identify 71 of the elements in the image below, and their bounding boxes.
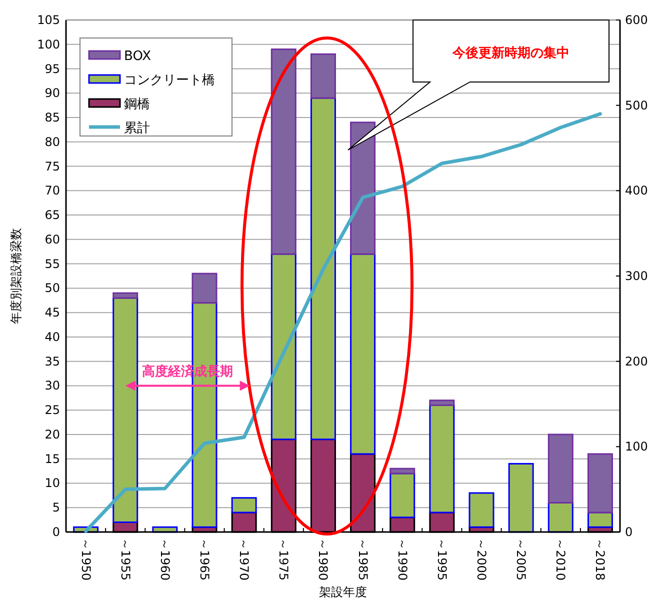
bar (468, 492, 494, 528)
y-tick-label: 20 (44, 427, 60, 442)
y2-tick-label: 500 (625, 98, 648, 112)
x-tick-label: ～1960 (158, 538, 172, 581)
y2-tick-label: 600 (625, 13, 648, 27)
y-tick-label: 65 (44, 208, 60, 222)
x-tick-label: ～1980 (316, 538, 330, 581)
bar (310, 97, 336, 440)
y-tick-label: 45 (44, 306, 60, 320)
x-tick-label: ～2018 (593, 538, 608, 581)
y2-tick-label: 300 (625, 269, 648, 283)
line-series (84, 112, 602, 533)
bar (192, 272, 218, 304)
bar (508, 462, 534, 533)
x-tick-label: ～1985 (356, 538, 370, 581)
y-tick-label: 90 (44, 86, 60, 100)
bar (231, 497, 257, 514)
legend-label: 鋼橋 (124, 97, 150, 112)
y-tick-label: 60 (44, 232, 60, 246)
y-tick-label: 25 (44, 403, 60, 418)
bar (548, 434, 574, 504)
x-tick-label: ～1975 (276, 538, 291, 581)
bar (270, 253, 296, 440)
x-tick-label: ～1990 (395, 538, 410, 581)
y2-tick-label: 400 (625, 184, 648, 198)
y-tick-label: 55 (44, 256, 60, 271)
x-tick-label: ～1970 (237, 538, 252, 581)
y-tick-label: 5 (52, 500, 60, 515)
bar (587, 453, 613, 514)
annotation: 今後更新時期の集中 (452, 45, 570, 61)
x-tick-label: ～1995 (434, 538, 449, 581)
x-tick-label: ～1950 (78, 538, 93, 581)
y-tick-label: 15 (44, 452, 60, 466)
y-tick-label: 10 (44, 476, 60, 490)
bar (390, 472, 416, 518)
y2-tick-label: 100 (625, 440, 648, 454)
bar (390, 468, 416, 474)
y-tick-label: 0 (52, 525, 60, 539)
y-tick-label: 80 (44, 134, 60, 149)
y-tick-label: 75 (44, 159, 60, 174)
x-axis-title: 架設年度 (319, 585, 367, 599)
legend-label: コンクリート橋 (124, 73, 215, 88)
y-tick-label: 35 (44, 354, 60, 368)
bar (310, 53, 336, 99)
bar (350, 122, 376, 255)
y2-tick-label: 0 (625, 525, 633, 539)
y-tick-label: 95 (44, 62, 60, 76)
x-tick-label: ～1955 (118, 538, 132, 581)
bar (112, 297, 138, 523)
y-tick-label: 70 (44, 184, 60, 198)
bar (429, 404, 455, 514)
y-axis-title: 年度別架設橋梁数 (9, 228, 23, 324)
y-tick-label: 40 (44, 330, 60, 344)
bar (587, 512, 613, 528)
bar (112, 292, 138, 299)
y-tick-label: 50 (44, 281, 60, 296)
y-tick-label: 105 (37, 13, 60, 27)
y-tick-label: 85 (44, 110, 60, 125)
legend-label: 累計 (124, 121, 150, 136)
bar (548, 502, 574, 533)
x-tick-label: ～2005 (514, 538, 528, 581)
y-tick-label: 30 (44, 378, 60, 393)
bar (429, 400, 455, 406)
x-tick-label: ～1965 (198, 538, 212, 581)
y2-tick-label: 200 (625, 354, 648, 368)
bar (270, 48, 296, 255)
x-tick-label: ～2010 (554, 538, 568, 581)
bar (350, 253, 376, 455)
y-tick-label: 100 (37, 37, 60, 52)
x-tick-label: ～2000 (474, 538, 488, 581)
legend-label: BOX (124, 49, 152, 64)
